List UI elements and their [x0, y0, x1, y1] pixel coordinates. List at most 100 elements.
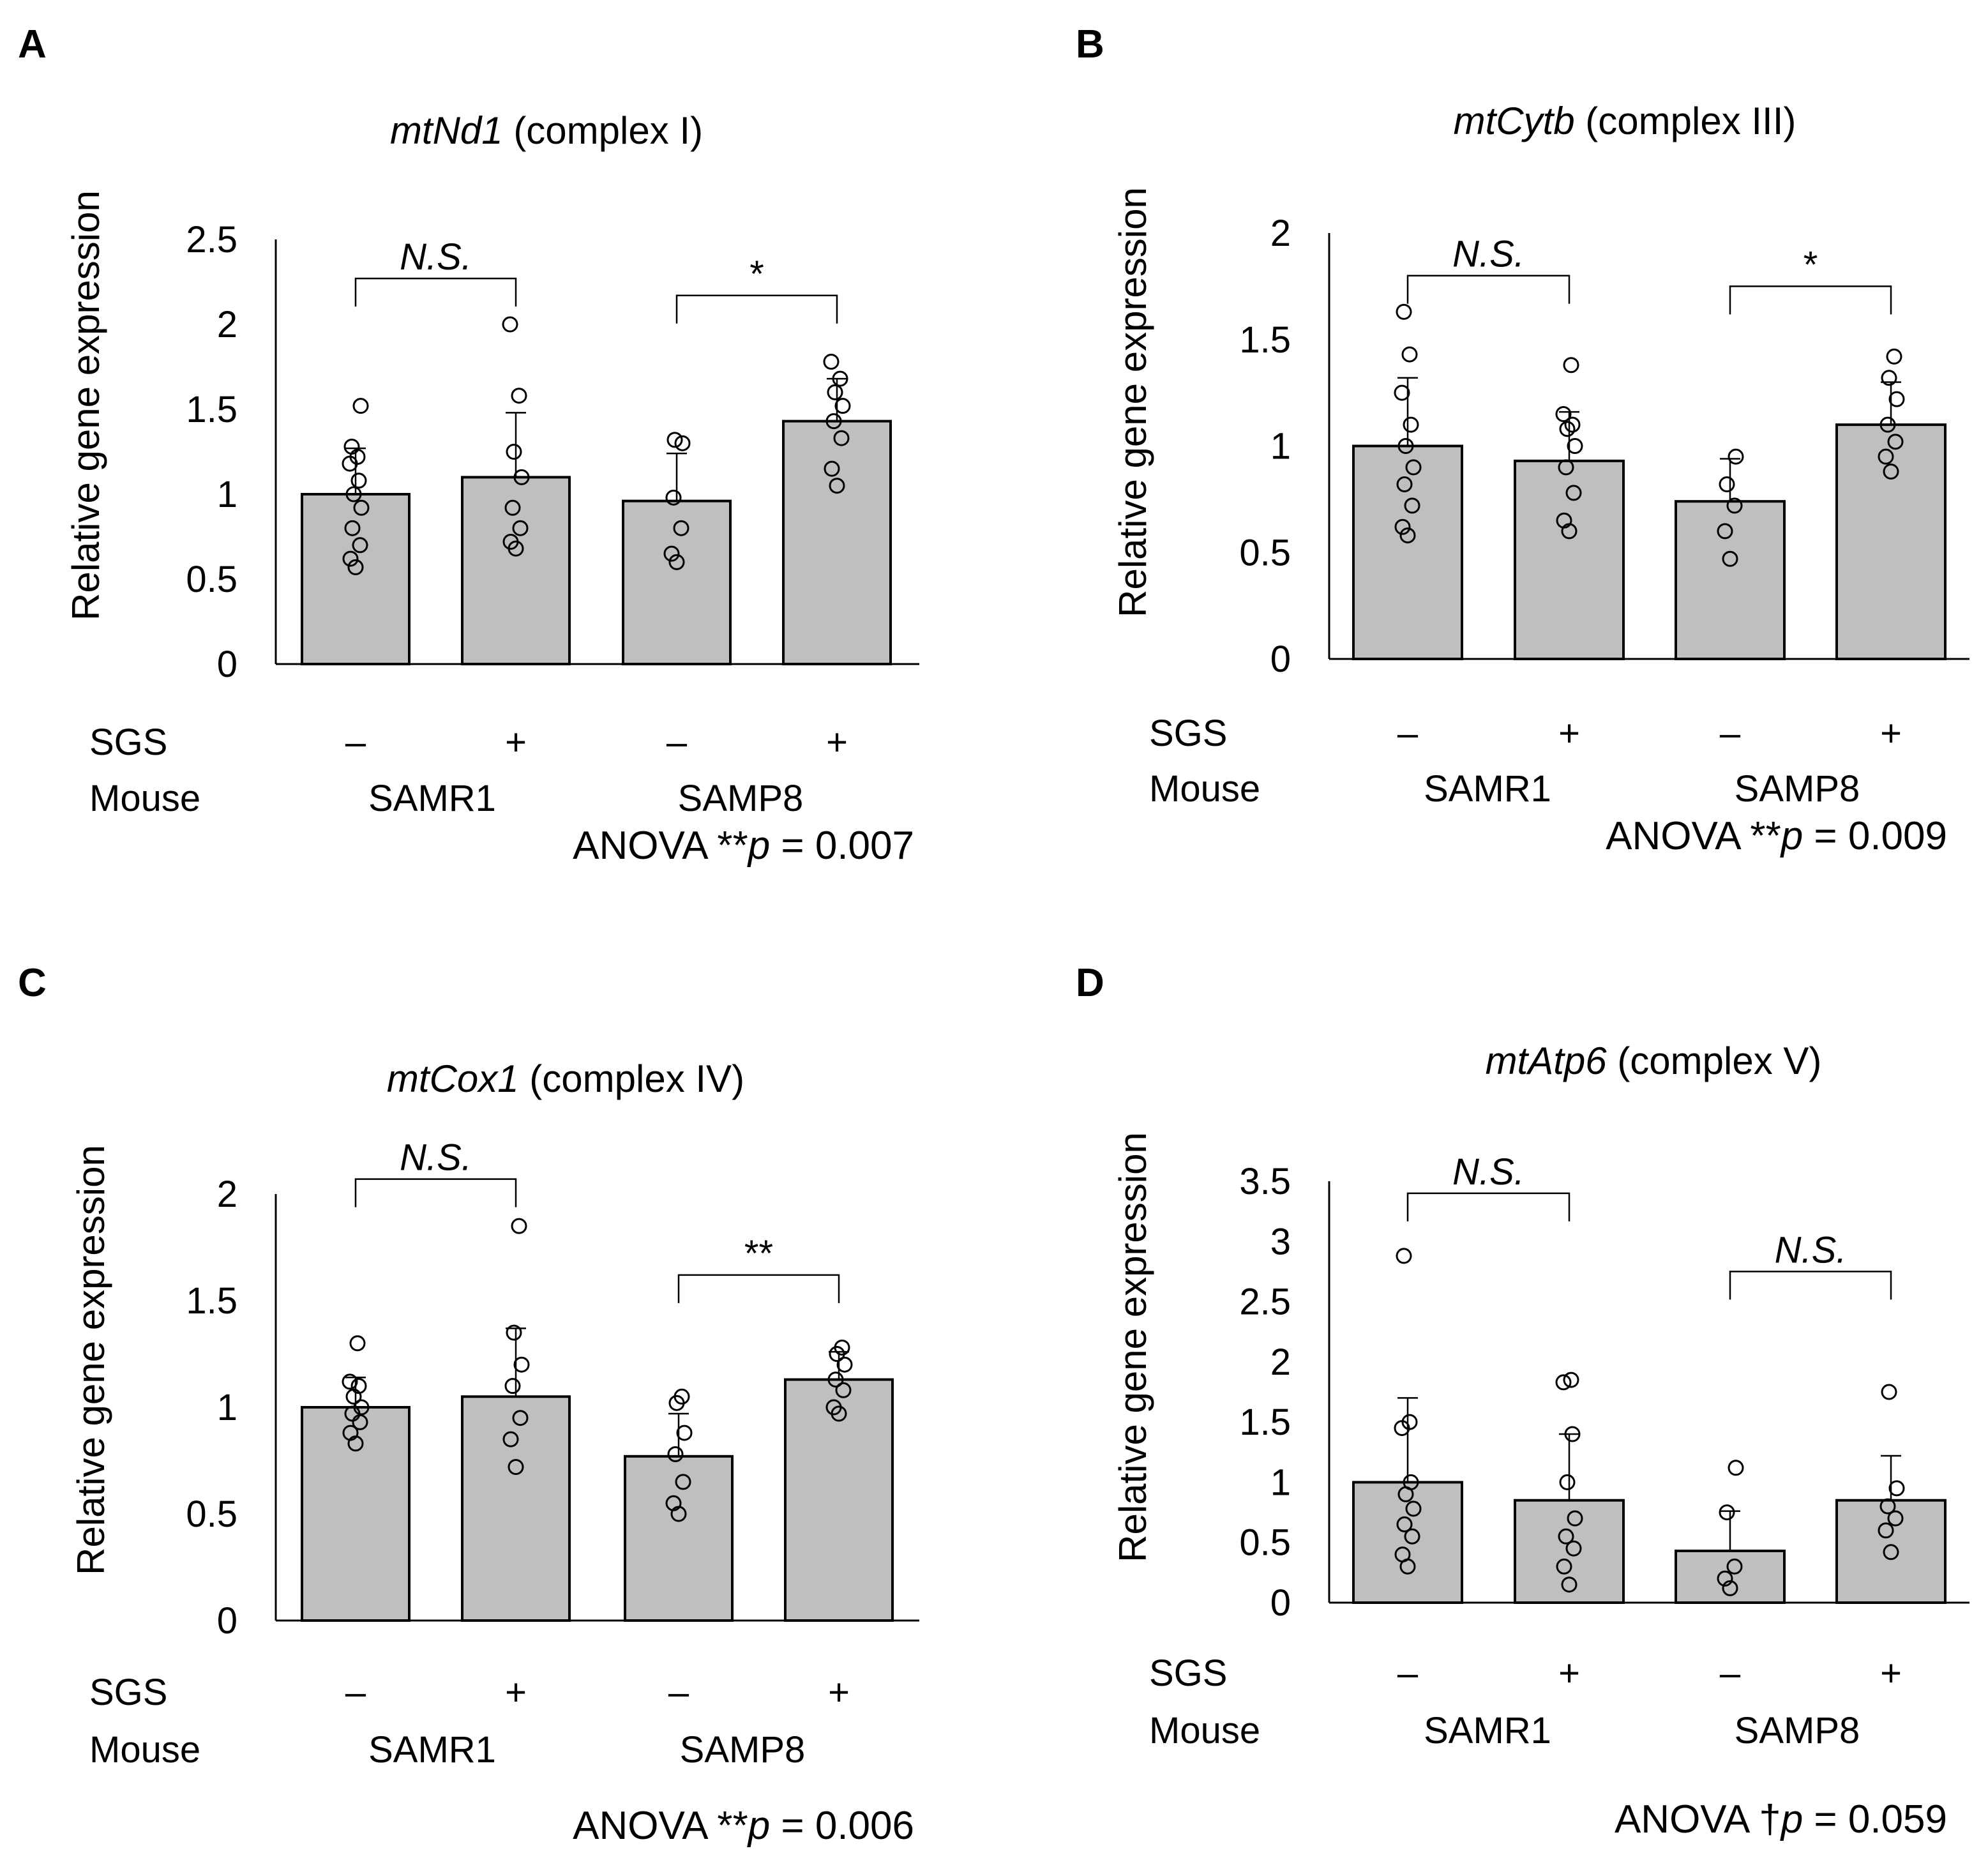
anova-p: p [1780, 1797, 1803, 1841]
data-point [506, 444, 522, 460]
chart-title: mtCox1 (complex IV) [387, 1057, 744, 1100]
significance-bracket [1729, 1271, 1892, 1300]
y-tick-label: 1.5 [186, 1280, 237, 1322]
anova-prefix: ANOVA † [1615, 1797, 1781, 1841]
data-point [1563, 357, 1579, 374]
data-point [1722, 1580, 1738, 1596]
y-tick-label: 0 [1270, 1582, 1291, 1624]
data-point [502, 1431, 519, 1447]
y-tick-label: 2 [1270, 213, 1291, 254]
sgs-sign: – [1397, 1652, 1419, 1694]
significance-bracket [354, 1178, 517, 1207]
row-label-mouse: Mouse [89, 1729, 200, 1771]
data-point [1396, 476, 1413, 493]
data-point [827, 1372, 844, 1388]
y-axis-label: Relative gene expression [70, 1145, 112, 1575]
panel-letter: C [18, 961, 47, 1005]
data-point [1728, 448, 1744, 465]
significance-label: N.S. [400, 236, 472, 278]
data-point [836, 1356, 853, 1373]
data-point [347, 559, 364, 575]
bar [461, 1395, 571, 1622]
y-tick-label: 1 [217, 1387, 237, 1428]
data-point [676, 1425, 693, 1441]
data-point [1556, 1558, 1572, 1575]
sgs-sign: + [826, 722, 848, 763]
data-point [342, 550, 359, 567]
data-point [1719, 1504, 1735, 1521]
sgs-sign: + [505, 722, 527, 763]
anova-result: ANOVA †p = 0.059 [1615, 1797, 1947, 1841]
data-point [1888, 1480, 1905, 1497]
data-point [1717, 1570, 1733, 1587]
data-point [675, 1474, 691, 1490]
data-point [511, 388, 527, 404]
sgs-sign: + [1880, 1652, 1902, 1694]
data-point [508, 1459, 524, 1476]
data-point [513, 1356, 530, 1373]
anova-prefix: ANOVA ** [1606, 814, 1781, 858]
data-point [350, 1378, 367, 1395]
data-point [504, 1378, 521, 1395]
row-label-sgs: SGS [89, 1672, 168, 1713]
y-tick-label: 2.5 [1239, 1281, 1291, 1323]
data-point [832, 370, 848, 387]
panel-letter: B [1076, 22, 1104, 66]
row-label-sgs: SGS [89, 722, 168, 763]
bar [301, 493, 410, 665]
sgs-sign: – [666, 722, 688, 763]
data-point [1726, 497, 1743, 514]
data-point [1559, 421, 1576, 437]
bar [782, 420, 892, 665]
data-point [1883, 464, 1899, 480]
anova-prefix: ANOVA ** [573, 1804, 748, 1848]
y-axis-label: Relative gene expression [1111, 1132, 1154, 1562]
significance-label: N.S. [400, 1137, 472, 1179]
data-point [1881, 370, 1897, 386]
title-rest: (complex I) [503, 109, 703, 152]
data-point [506, 1324, 522, 1341]
data-point [342, 1373, 358, 1390]
chart-title: mtCytb (complex III) [1454, 100, 1796, 142]
y-tick-label: 1 [1270, 1462, 1291, 1503]
data-point [1556, 512, 1572, 529]
bar [1514, 1499, 1625, 1605]
title-gene: mtCox1 [387, 1057, 519, 1100]
data-point [1879, 416, 1896, 433]
data-point [1559, 1474, 1576, 1490]
data-point [1397, 438, 1414, 454]
y-tick-label: 3.5 [1239, 1161, 1291, 1202]
row-label-sgs: SGS [1149, 1652, 1228, 1694]
bar [1835, 1499, 1947, 1605]
data-point [827, 384, 843, 400]
data-point [666, 432, 683, 448]
sgs-sign: – [1720, 1652, 1741, 1694]
chart-title: mtNd1 (complex I) [390, 109, 703, 152]
group-label: SAMP8 [678, 778, 804, 819]
anova-value: = 0.009 [1803, 814, 1947, 858]
title-gene: mtCytb [1454, 100, 1575, 142]
sgs-sign: – [668, 1672, 689, 1713]
sgs-sign: – [1720, 713, 1741, 754]
data-point [353, 1399, 370, 1416]
y-tick-label: 0 [1270, 639, 1291, 680]
sgs-sign: + [1880, 713, 1902, 754]
title-gene: mtNd1 [390, 109, 503, 152]
data-point [673, 520, 689, 536]
data-point [1555, 405, 1572, 422]
title-rest: (complex V) [1607, 1039, 1822, 1082]
anova-result: ANOVA **p = 0.007 [573, 824, 914, 868]
data-point [1405, 1500, 1422, 1517]
sgs-sign: – [1397, 713, 1419, 754]
y-tick-label: 1.5 [1239, 1402, 1291, 1443]
anova-value: = 0.006 [770, 1804, 914, 1848]
group-label: SAMR1 [368, 778, 496, 819]
y-tick-label: 0 [217, 1600, 237, 1642]
bar [1352, 1481, 1463, 1604]
bar [784, 1378, 894, 1622]
panel-letter: A [18, 22, 47, 66]
anova-value: = 0.059 [1803, 1797, 1947, 1841]
